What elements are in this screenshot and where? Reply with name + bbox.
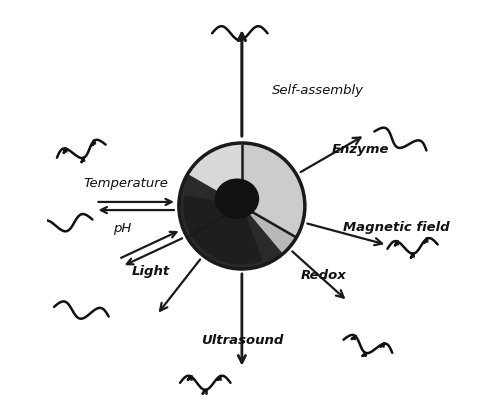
Circle shape [180,145,304,267]
Text: Temperature: Temperature [84,177,168,190]
Text: Ultrasound: Ultrasound [200,335,283,347]
Wedge shape [180,145,242,237]
Text: pH: pH [113,222,131,235]
Text: Redox: Redox [300,269,346,281]
Wedge shape [180,175,282,267]
Wedge shape [242,145,304,237]
Circle shape [179,143,305,269]
Text: Self-assembly: Self-assembly [272,84,364,97]
Wedge shape [184,196,262,264]
Text: Enzyme: Enzyme [332,143,389,156]
Wedge shape [188,206,295,267]
Ellipse shape [216,179,258,218]
Text: Magnetic field: Magnetic field [344,221,450,234]
Text: Light: Light [132,265,170,279]
